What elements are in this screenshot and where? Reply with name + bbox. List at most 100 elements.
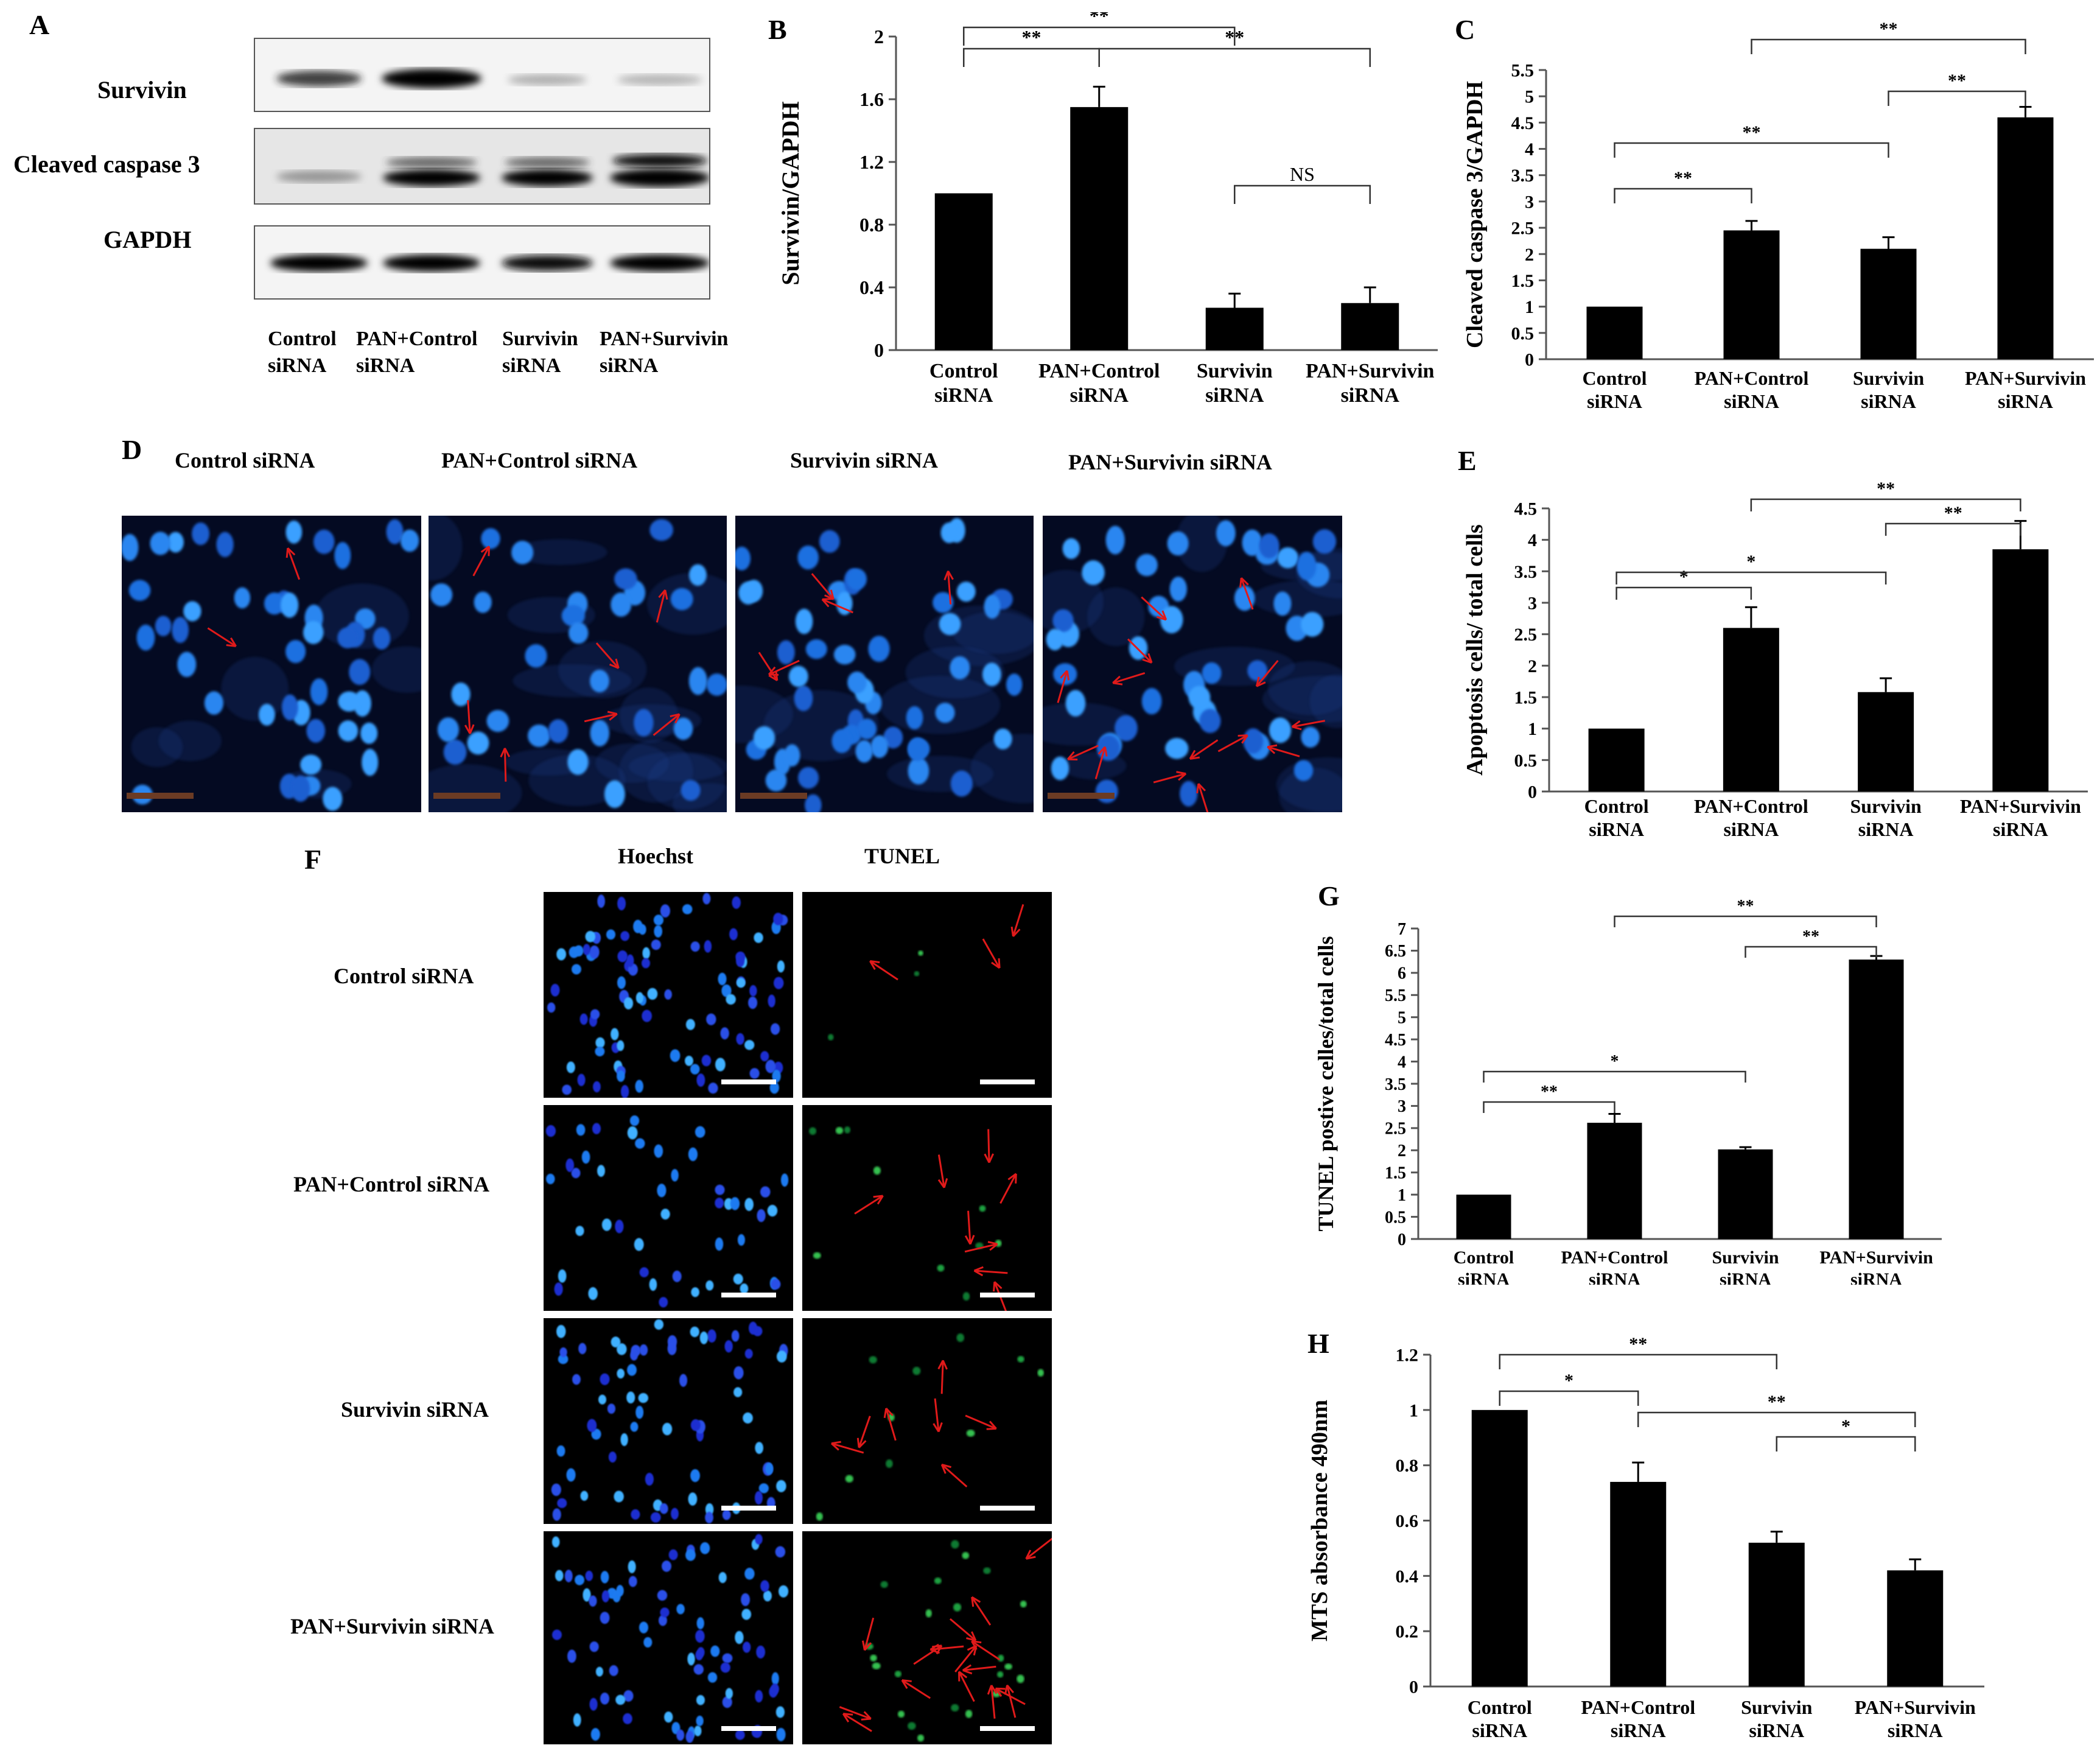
y-tick-label: 1.5 <box>1385 1164 1406 1183</box>
y-tick-label: 2.5 <box>1511 219 1535 239</box>
bar <box>1992 549 2049 792</box>
y-tick-label: 5 <box>1525 87 1534 107</box>
bar <box>1997 117 2054 359</box>
cell-nuclei-overlay <box>429 516 727 812</box>
scale-bar <box>433 793 500 799</box>
significance-bracket <box>963 47 1100 67</box>
hoechst-pan-survivin-sirna <box>544 1531 793 1744</box>
significance-bracket <box>1885 522 2021 536</box>
micrograph-survivin-sirna <box>735 516 1034 812</box>
x-tick-label: siRNA <box>1749 1719 1804 1741</box>
scale-bar <box>1048 793 1115 799</box>
y-tick-label: 2.5 <box>1385 1120 1406 1139</box>
cell-nuclei-overlay <box>839 1537 1052 1742</box>
significance-bracket <box>1614 188 1752 203</box>
cell-nuclei-overlay <box>545 1115 789 1308</box>
x-tick-label: PAN+Control <box>1561 1248 1668 1268</box>
significance-label: ** <box>1802 927 1819 946</box>
y-tick-label: 7 <box>1398 920 1406 939</box>
scale-bar <box>127 793 194 799</box>
blot-bands-caspase <box>276 154 710 187</box>
cell-nuclei-overlay <box>1043 516 1342 812</box>
significance-bracket <box>1615 571 1887 584</box>
significance-label: ** <box>1743 122 1761 142</box>
x-tick-label: siRNA <box>1611 1719 1666 1741</box>
x-tick-label: Survivin <box>1197 360 1273 382</box>
significance-label: ** <box>1629 1334 1647 1354</box>
y-tick-label: 4 <box>1528 530 1537 550</box>
y-axis-label: Survivin/GAPDH <box>777 101 804 285</box>
chart-tunel-positive-cells: 0 0.5 1 1.5 2 2.5 3 3.5 4 4.5 5 5.5 6 6.5 7 TUNEL posti… <box>1314 897 1942 1285</box>
y-tick-label: 3.5 <box>1514 562 1538 582</box>
scale-bar <box>721 1293 776 1297</box>
y-axis-label: Cleaved caspase 3/GAPDH <box>1462 81 1488 348</box>
chart-cleaved-caspase-3-gapdh: 0 0.5 1 1.5 2 2.5 3 3.5 4 4.5 5 5.5 Cleaved caspase … <box>1462 19 2094 412</box>
x-tick-label: siRNA <box>1861 390 1916 412</box>
y-tick-label: 0.6 <box>1396 1511 1419 1531</box>
micro-d-title-1: Control siRNA <box>175 448 315 472</box>
significance-label: ** <box>1768 1392 1786 1412</box>
y-tick-label: 6.5 <box>1385 942 1406 961</box>
y-axis-label: MTS absorbance 490nm <box>1307 1400 1332 1641</box>
x-tick-label: PAN+Survivin <box>1819 1248 1933 1268</box>
significance-label: * <box>1564 1371 1573 1391</box>
chart-survivin-gapdh: 00.40.81.21.62Survivin/GAPDHControlsiRNA… <box>777 12 1438 407</box>
panel-letter-b: B <box>768 14 787 45</box>
panel-letter-c: C <box>1455 14 1475 45</box>
bar <box>1586 306 1643 359</box>
y-tick-label: 5.5 <box>1385 986 1406 1005</box>
y-axis-label: Apoptosis cells/ total cells <box>1462 524 1488 776</box>
blot-label-cleaved-caspase-3: Cleaved caspase 3 <box>13 150 200 178</box>
micro-f-row-4: PAN+Survivin siRNA <box>290 1614 494 1638</box>
x-tick-label: PAN+Survivin <box>1965 367 2086 389</box>
y-tick-label: 4.5 <box>1511 113 1535 133</box>
y-tick-label: 3 <box>1525 192 1534 212</box>
bar <box>1723 628 1779 792</box>
bar <box>1587 1123 1642 1239</box>
hoechst-control-sirna <box>544 892 793 1098</box>
scale-bar <box>980 1293 1035 1297</box>
significance-label: ** <box>1948 71 1966 91</box>
significance-bracket <box>1499 1390 1639 1406</box>
significance-label: ** <box>1944 503 1962 523</box>
blot-lane-label: PAN+Control <box>356 328 478 350</box>
x-tick-label: Control <box>1468 1696 1532 1718</box>
bar <box>1588 728 1645 792</box>
y-tick-label: 1.5 <box>1511 271 1535 291</box>
micrograph-control-sirna <box>122 516 421 812</box>
panel-letter-g: G <box>1318 880 1340 911</box>
y-tick-label: 0.2 <box>1396 1622 1419 1642</box>
significance-label: * <box>1841 1416 1850 1436</box>
panel-letter-f: F <box>304 844 322 875</box>
x-tick-label: siRNA <box>1720 1269 1771 1285</box>
y-tick-label: 0 <box>1528 782 1537 802</box>
y-tick-label: 2 <box>1525 245 1534 265</box>
y-tick-label: 4 <box>1525 139 1534 160</box>
y-tick-label: 1.2 <box>859 151 884 173</box>
bar <box>1723 230 1780 359</box>
tunel-pan-control-sirna <box>802 1105 1052 1311</box>
y-tick-label: 0.8 <box>859 214 884 236</box>
micro-f-col-hoechst: Hoechst <box>618 844 693 868</box>
significance-bracket <box>1098 47 1371 67</box>
y-tick-label: 0 <box>874 339 884 361</box>
bar <box>1070 107 1129 350</box>
significance-bracket <box>1888 90 2026 106</box>
scale-bar <box>980 1079 1035 1084</box>
x-tick-label: PAN+Survivin <box>1855 1696 1976 1718</box>
y-tick-label: 1.5 <box>1514 688 1538 708</box>
y-tick-label: 2 <box>874 26 884 47</box>
x-tick-label: siRNA <box>934 384 993 407</box>
scale-bar <box>740 793 807 799</box>
x-tick-label: siRNA <box>1587 390 1642 412</box>
significance-bracket <box>1751 38 2026 54</box>
significance-label: ** <box>1225 26 1244 48</box>
y-tick-label: 0 <box>1525 350 1534 370</box>
scale-bar <box>980 1726 1035 1731</box>
y-tick-label: 3.5 <box>1511 166 1535 186</box>
bar <box>1610 1481 1667 1687</box>
bar <box>1860 248 1917 359</box>
bar <box>1456 1195 1511 1239</box>
significance-label: * <box>1679 567 1689 587</box>
x-tick-label: Survivin <box>1741 1696 1813 1718</box>
